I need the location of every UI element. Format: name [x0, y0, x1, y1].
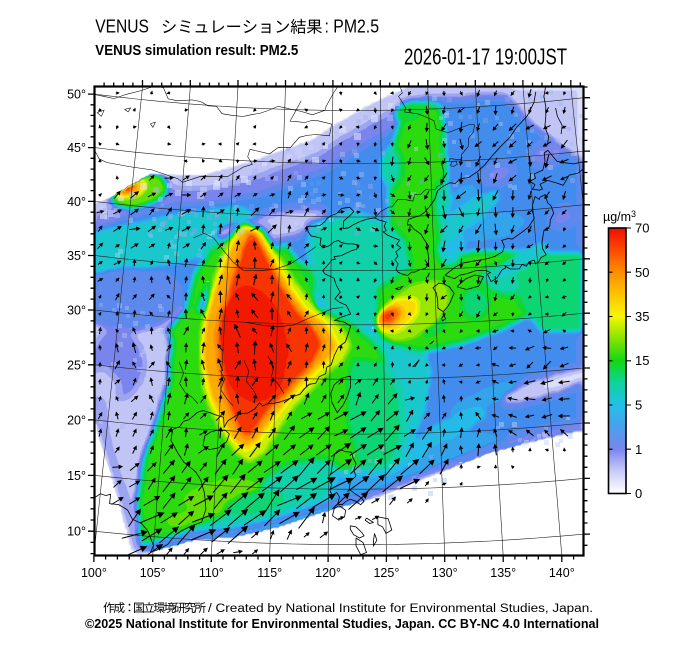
- svg-text:30°: 30°: [67, 304, 86, 318]
- svg-text:35°: 35°: [67, 249, 86, 263]
- svg-text:VENUS: VENUS: [95, 16, 149, 37]
- svg-text:40°: 40°: [67, 195, 86, 209]
- svg-text:35: 35: [635, 309, 649, 324]
- svg-text:115°: 115°: [257, 566, 282, 580]
- svg-text:VENUS simulation result: PM2.5: VENUS simulation result: PM2.5: [95, 42, 298, 59]
- svg-text:45°: 45°: [67, 141, 86, 155]
- svg-text:105°: 105°: [140, 566, 166, 580]
- svg-text:0: 0: [635, 486, 642, 501]
- svg-text:50: 50: [635, 265, 649, 280]
- svg-text:15°: 15°: [67, 469, 86, 483]
- svg-text:©2025 National Institute for E: ©2025 National Institute for Environment…: [85, 617, 599, 631]
- svg-text:70: 70: [635, 221, 649, 236]
- svg-text:140°: 140°: [549, 566, 575, 580]
- svg-text:2026-01-17 19:00JST: 2026-01-17 19:00JST: [404, 44, 567, 70]
- svg-text:130°: 130°: [432, 566, 458, 580]
- svg-text:1: 1: [635, 442, 642, 457]
- svg-text:10°: 10°: [67, 525, 86, 539]
- svg-text:110°: 110°: [199, 566, 224, 580]
- svg-text:/ Created by National Institut: / Created by National Institute for Envi…: [208, 603, 593, 615]
- svg-text:5: 5: [635, 398, 642, 413]
- svg-text:: PM2.5: : PM2.5: [325, 16, 380, 37]
- svg-text:15: 15: [635, 353, 649, 368]
- svg-text:135°: 135°: [490, 566, 516, 580]
- svg-text:50°: 50°: [67, 88, 86, 102]
- svg-text:25°: 25°: [67, 358, 86, 372]
- svg-text:µg/m3: µg/m3: [603, 209, 636, 224]
- svg-text:125°: 125°: [373, 566, 399, 580]
- svg-text:120°: 120°: [315, 566, 341, 580]
- svg-text:100°: 100°: [81, 566, 107, 580]
- svg-text:20°: 20°: [67, 413, 86, 427]
